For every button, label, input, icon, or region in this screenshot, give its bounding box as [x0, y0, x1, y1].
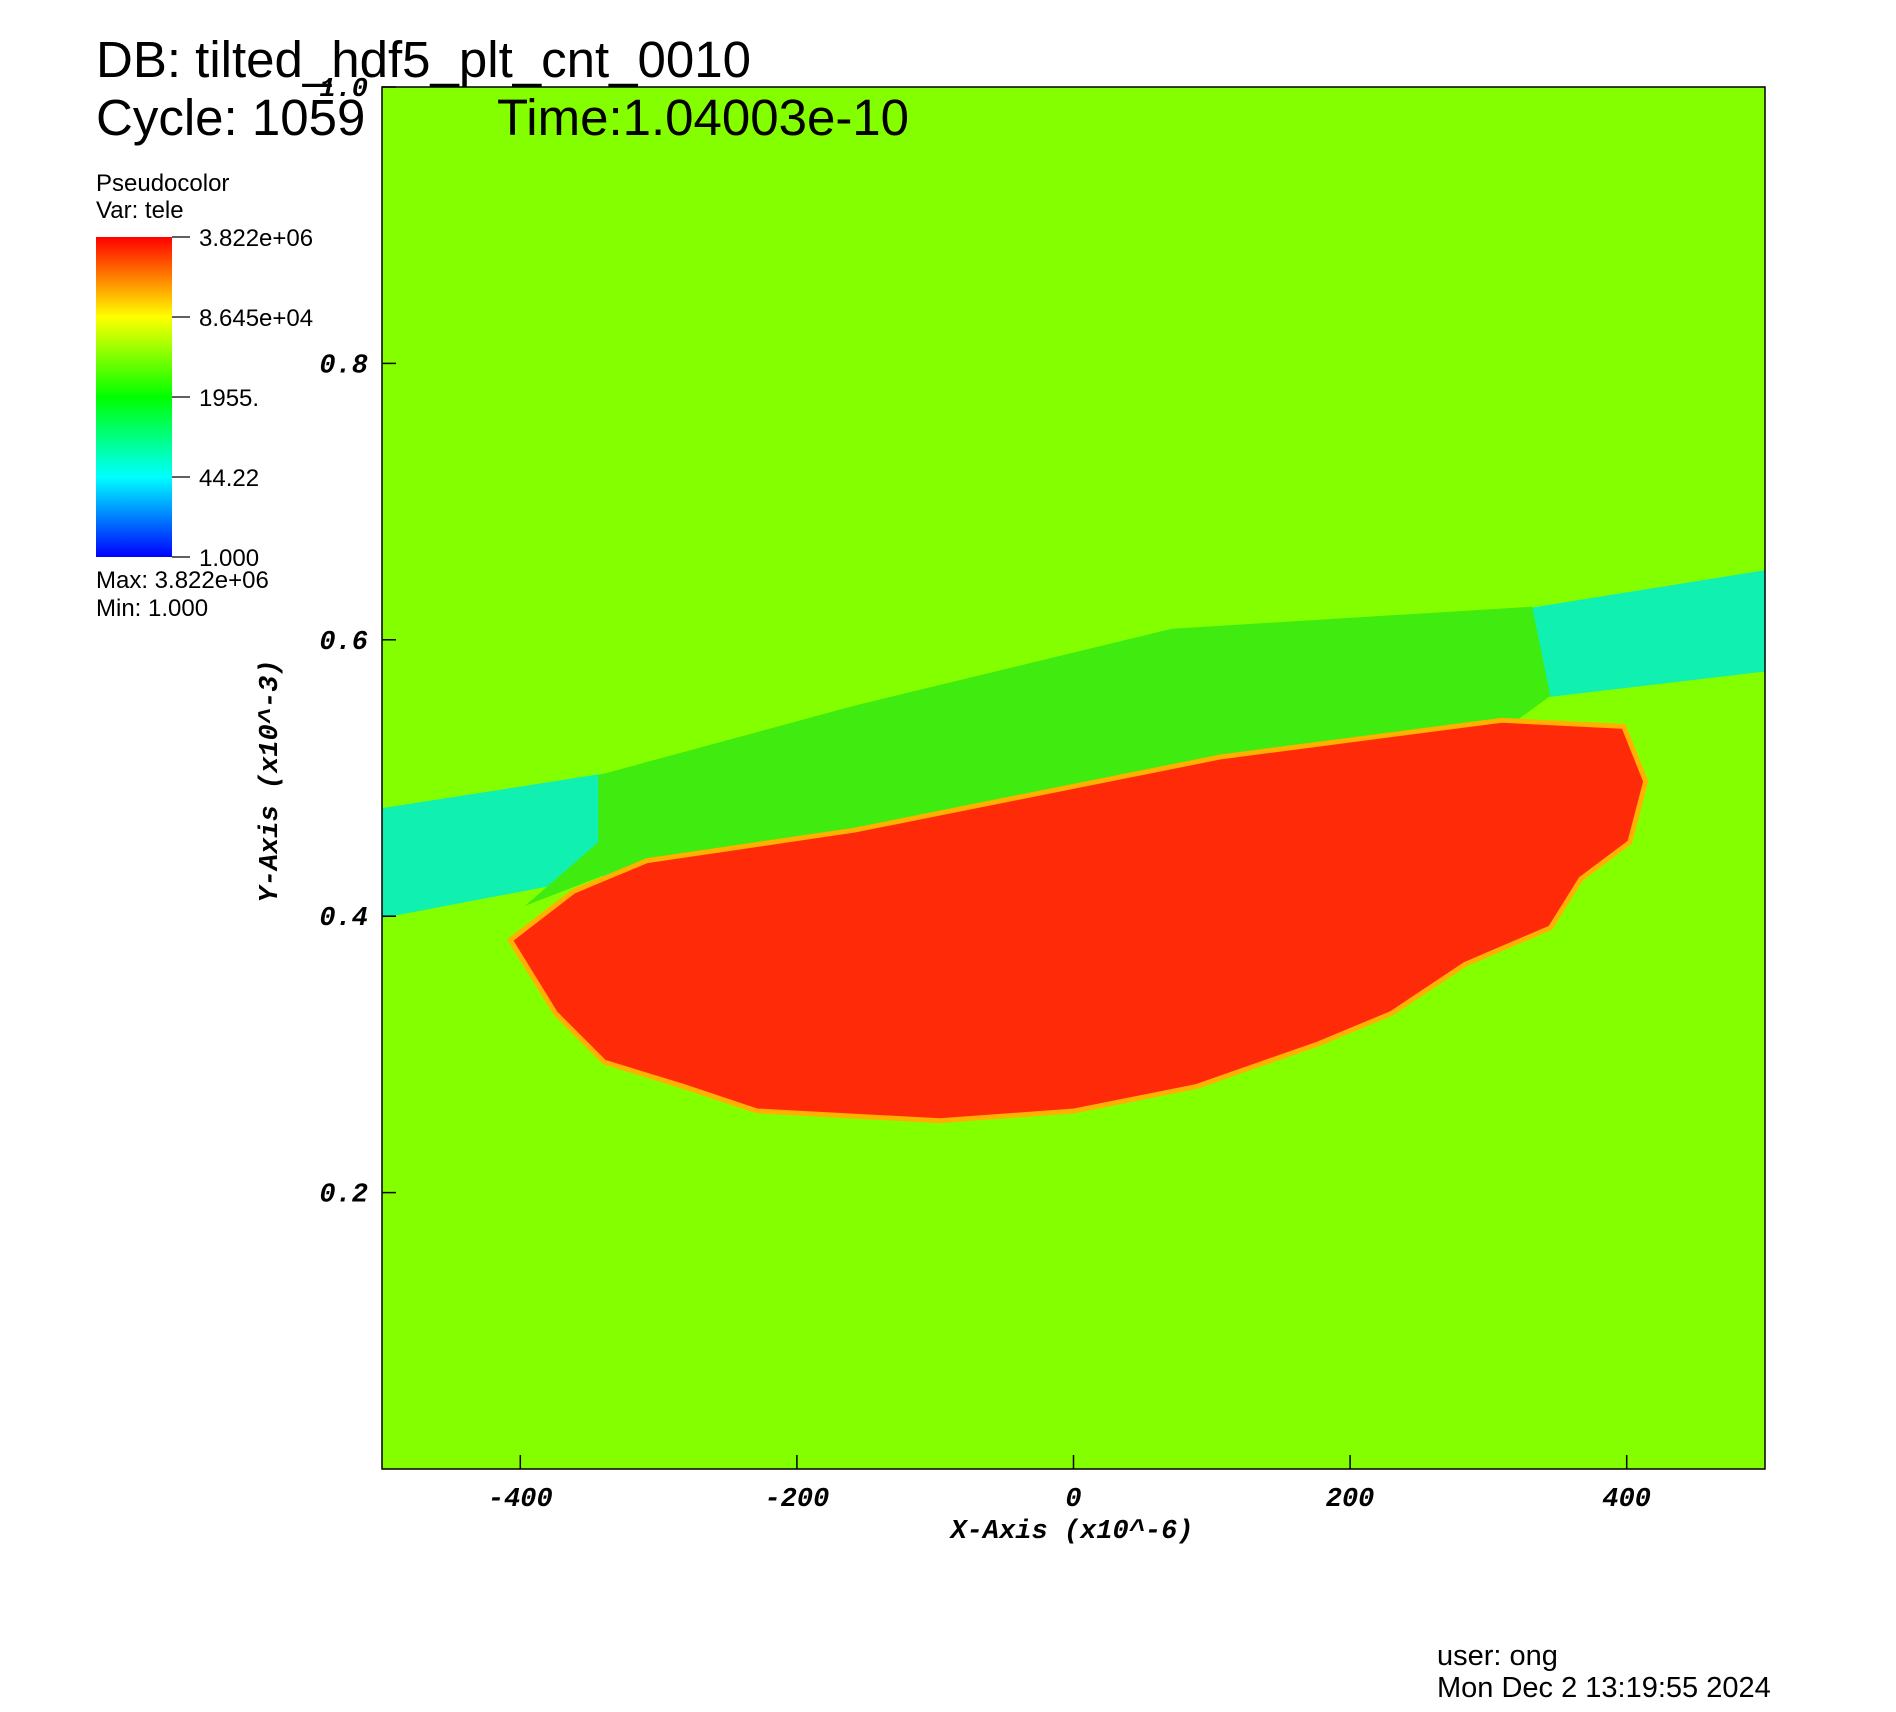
x-tick-label: 0 [1065, 1485, 1081, 1515]
mixed-region [524, 606, 1551, 906]
x-tick-label: 200 [1326, 1485, 1375, 1515]
x-tick-label: 400 [1602, 1485, 1651, 1515]
y-tick-label: 0.2 [319, 1181, 368, 1211]
y-tick-label: 0.6 [319, 628, 368, 658]
colorbar-tick-label: 1955. [199, 385, 259, 412]
y-tick-label: 0.4 [319, 904, 368, 934]
y-axis-label: Y-Axis (x10^-3) [256, 659, 286, 902]
variable-name: Var: tele [96, 197, 184, 224]
date: Mon Dec 2 13:19:55 2024 [1437, 1672, 1771, 1704]
colorbar [96, 237, 172, 557]
title-db: DB: tilted_hdf5_plt_cnt_0010 [96, 31, 751, 88]
title-cycle: Cycle: 1059 [96, 89, 365, 146]
x-tick-label: -400 [488, 1485, 553, 1515]
max-text: Max: 3.822e+06 [96, 567, 269, 594]
field [382, 570, 1766, 1124]
y-tick-label: 1.0 [319, 75, 368, 105]
plot-name: Pseudocolor [96, 170, 229, 197]
hot-region [507, 717, 1649, 1124]
title-time: Time:1.04003e-10 [497, 89, 909, 146]
y-tick-label: 0.8 [319, 351, 368, 381]
x-tick-label: -200 [764, 1485, 829, 1515]
x-axis-label: X-Axis (x10^-6) [948, 1517, 1193, 1547]
min-text: Min: 1.000 [96, 595, 208, 622]
colorbar-tick-label: 3.822e+06 [199, 225, 313, 252]
colorbar-tick-label: 8.645e+04 [199, 305, 313, 332]
colorbar-tick-label: 44.22 [199, 465, 259, 492]
colorbar-tick-label: 1.000 [199, 545, 259, 572]
user: user: ong [1437, 1640, 1558, 1672]
